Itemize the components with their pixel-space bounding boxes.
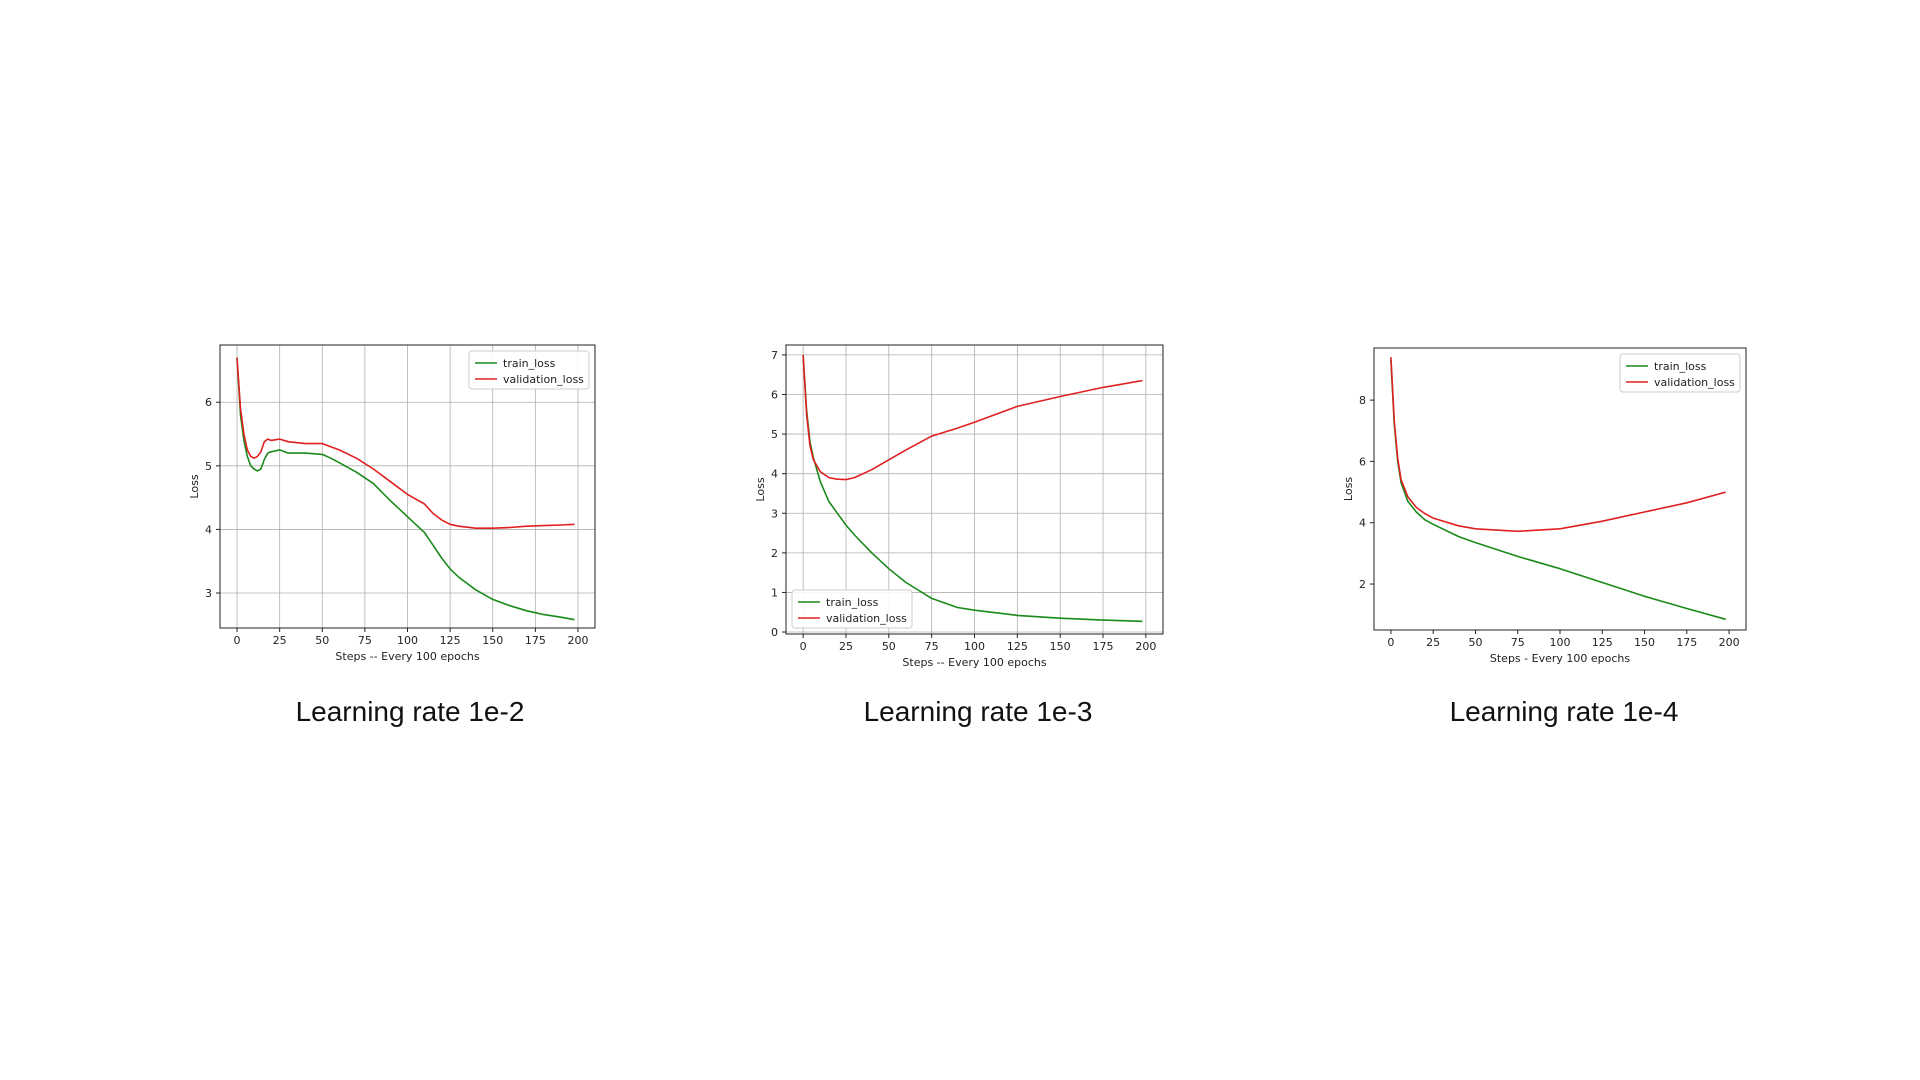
loss-chart-3: 0 25 50 75 100 125 150 175 200 2 4 6 8 Steps - Every … [1342,347,1747,665]
x-tick-label: 125 [440,634,461,647]
chart-panel-2: 0 25 50 75 100 125 150 175 200 0 1 2 3 4 5 6 7 Steps -- E… [754,338,1198,748]
chart-panel-1: 0 25 50 75 100 125 150 175 200 3 4 5 6 Steps -- Every… [188,338,630,748]
legend-label-validation_loss: validation_loss [503,373,584,386]
legend-label-train_loss: train_loss [826,596,879,609]
y-tick-label: 7 [771,349,778,362]
x-tick-label: 0 [800,640,807,653]
y-tick-label: 3 [205,587,212,600]
y-tick-label: 2 [771,547,778,560]
x-tick-label: 175 [525,634,546,647]
y-axis-label: Loss [754,477,767,501]
chart-panel-3: 0 25 50 75 100 125 150 175 200 2 4 6 8 Steps - Every … [1342,338,1784,748]
x-tick-label: 25 [1426,636,1440,649]
x-tick-label: 200 [1719,636,1740,649]
x-tick-label: 200 [567,634,588,647]
series-line-train_loss [236,357,575,621]
x-axis-label: Steps -- Every 100 epochs [902,656,1046,669]
y-tick-label: 4 [1359,517,1366,530]
x-tick-label: 150 [1634,636,1655,649]
loss-chart-1: 0 25 50 75 100 125 150 175 200 3 4 5 6 Steps -- Every… [188,344,596,663]
y-tick-label: 0 [771,626,778,639]
y-tick-label: 1 [771,586,778,599]
x-tick-label: 0 [1387,636,1394,649]
series-line-validation_loss [236,357,575,529]
y-axis-label: Loss [188,474,201,498]
series-line-train_loss [1390,360,1726,621]
x-tick-label: 150 [482,634,503,647]
legend-box [1619,353,1741,393]
x-tick-label: 25 [273,634,287,647]
y-tick-label: 6 [771,388,778,401]
y-axis-label: Loss [1342,477,1355,501]
y-tick-label: 4 [205,523,212,536]
legend-label-train_loss: train_loss [1654,360,1707,373]
x-tick-label: 100 [964,640,985,653]
y-tick-label: 5 [771,428,778,441]
x-tick-label: 50 [1468,636,1482,649]
y-tick-label: 2 [1359,578,1366,591]
x-tick-label: 50 [315,634,329,647]
x-tick-label: 75 [925,640,939,653]
x-axis-label: Steps -- Every 100 epochs [335,650,479,663]
x-tick-label: 50 [882,640,896,653]
legend-label-train_loss: train_loss [503,357,556,370]
y-tick-label: 6 [205,396,212,409]
x-tick-label: 100 [1550,636,1571,649]
x-tick-label: 200 [1135,640,1156,653]
x-tick-label: 75 [358,634,372,647]
x-tick-label: 0 [234,634,241,647]
x-tick-label: 25 [839,640,853,653]
legend-label-validation_loss: validation_loss [1654,376,1735,389]
x-tick-label: 125 [1007,640,1028,653]
x-tick-label: 175 [1676,636,1697,649]
series-line-validation_loss [1390,357,1726,533]
x-tick-label: 75 [1511,636,1525,649]
legend-box [791,589,913,629]
x-tick-label: 175 [1093,640,1114,653]
y-tick-label: 4 [771,468,778,481]
loss-chart-2: 0 25 50 75 100 125 150 175 200 0 1 2 3 4 5 6 7 Steps -- E… [754,344,1164,669]
chart-caption-2: Learning rate 1e-3 [863,696,1093,727]
legend-box [468,350,590,390]
chart-caption-1: Learning rate 1e-2 [295,696,525,727]
chart-caption-3: Learning rate 1e-4 [1449,696,1679,727]
y-tick-label: 6 [1359,455,1366,468]
x-axis-label: Steps - Every 100 epochs [1490,652,1630,665]
y-tick-label: 5 [205,460,212,473]
legend-label-validation_loss: validation_loss [826,612,907,625]
x-tick-label: 100 [397,634,418,647]
x-tick-label: 150 [1050,640,1071,653]
series-line-validation_loss [802,354,1143,481]
y-tick-label: 3 [771,507,778,520]
x-tick-label: 125 [1592,636,1613,649]
y-tick-label: 8 [1359,394,1366,407]
